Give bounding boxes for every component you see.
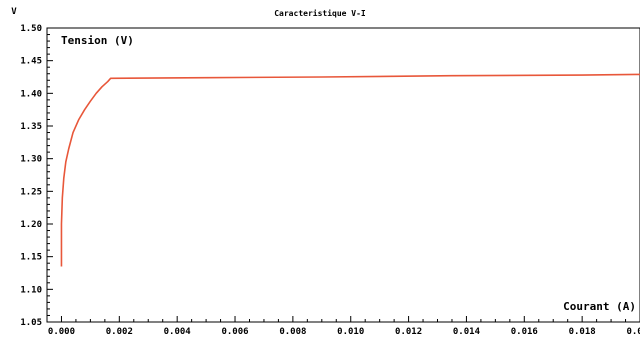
- x-tick-label: 0.008: [279, 327, 306, 337]
- x-tick-label: 0.012: [395, 327, 422, 337]
- x-axis: 0.000 0.002 0.004 0.006 0.008 0.010 0.012 0.014…: [46, 316, 640, 337]
- y-tick-label: 1.30: [20, 155, 42, 165]
- series-line: [60, 73, 640, 267]
- y-axis-label: Tension (V): [61, 34, 134, 47]
- series-layer: [60, 73, 640, 267]
- y-unit-label: V: [11, 7, 17, 17]
- y-tick-label: 1.20: [20, 220, 42, 230]
- x-tick-label: 0.002: [106, 327, 133, 337]
- y-axis: 1.05 1.10 1.15 1.20 1.25 1.30 1.35 1.40 1.45 1.50: [20, 24, 53, 328]
- plot-area-frame: [46, 27, 640, 323]
- y-tick-label: 1.05: [20, 318, 42, 328]
- y-tick-label: 1.50: [20, 24, 42, 34]
- y-tick-label: 1.25: [20, 187, 42, 197]
- y-tick-label: 1.15: [20, 253, 42, 263]
- x-axis-label: Courant (A): [563, 300, 636, 313]
- x-tick-label: 0.020: [626, 327, 640, 337]
- chart-title: Caracteristique V-I: [274, 8, 366, 18]
- y-tick-label: 1.35: [20, 122, 42, 132]
- y-tick-label: 1.45: [20, 57, 42, 67]
- x-tick-label: 0.004: [164, 327, 192, 337]
- x-tick-label: 0.016: [511, 327, 538, 337]
- x-tick-label: 0.010: [337, 327, 364, 337]
- x-tick-label: 0.014: [453, 327, 481, 337]
- x-tick-label: 0.018: [569, 327, 596, 337]
- y-tick-label: 1.10: [20, 285, 42, 295]
- x-tick-label: 0.006: [221, 327, 248, 337]
- x-tick-label: 0.000: [48, 327, 75, 337]
- y-tick-label: 1.40: [20, 89, 42, 99]
